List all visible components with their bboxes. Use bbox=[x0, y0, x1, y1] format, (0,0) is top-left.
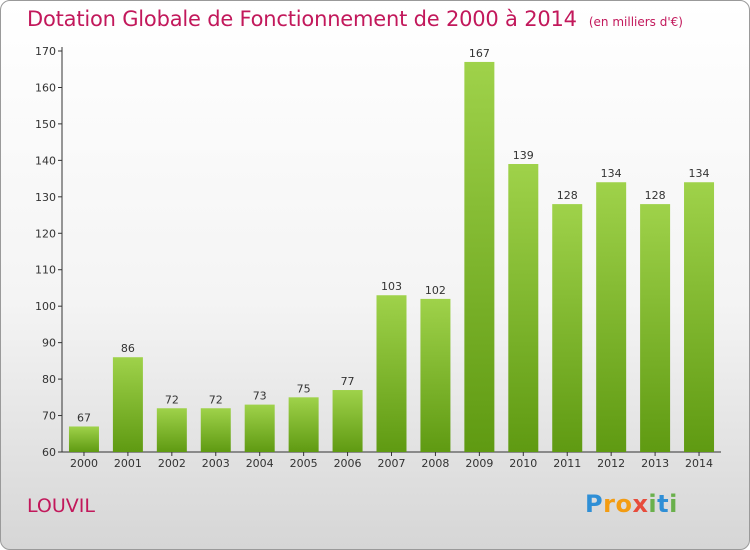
x-tick-label: 2002 bbox=[158, 457, 186, 470]
bar bbox=[200, 408, 231, 452]
y-tick-label: 110 bbox=[35, 264, 56, 277]
x-tick-label: 2005 bbox=[290, 457, 318, 470]
x-tick-label: 2012 bbox=[597, 457, 625, 470]
bar bbox=[156, 408, 187, 452]
bar bbox=[288, 397, 319, 452]
bar-value-label: 67 bbox=[77, 411, 91, 424]
logo-letter: P bbox=[585, 490, 604, 518]
chart-title-block: Dotation Globale de Fonctionnement de 20… bbox=[27, 7, 683, 31]
bar bbox=[464, 61, 495, 452]
chart-bars bbox=[68, 61, 715, 452]
bar-value-label: 75 bbox=[297, 382, 311, 395]
x-tick-label: 2004 bbox=[246, 457, 274, 470]
bar bbox=[552, 204, 583, 452]
y-tick-label: 100 bbox=[35, 300, 56, 313]
bar-value-label: 72 bbox=[165, 393, 179, 406]
x-tick-label: 2010 bbox=[509, 457, 537, 470]
proxiti-logo: Proxiti bbox=[585, 490, 678, 518]
commune-name: LOUVIL bbox=[27, 495, 95, 517]
y-tick-label: 160 bbox=[35, 81, 56, 94]
x-tick-label: 2000 bbox=[70, 457, 98, 470]
logo-letter: i bbox=[648, 490, 658, 518]
chart-axes: 60 70 80 90 100 110 120 130 140 150 160 170 2000 2001… bbox=[35, 45, 721, 470]
bar bbox=[684, 182, 715, 452]
y-tick-label: 70 bbox=[42, 410, 56, 423]
bar bbox=[376, 295, 407, 452]
bar bbox=[112, 357, 143, 452]
bar-value-label: 72 bbox=[209, 393, 223, 406]
x-tick-label: 2013 bbox=[641, 457, 669, 470]
bar-value-label: 134 bbox=[601, 167, 622, 180]
x-tick-label: 2011 bbox=[553, 457, 581, 470]
bar bbox=[596, 182, 627, 452]
x-tick-label: 2003 bbox=[202, 457, 230, 470]
chart-title: Dotation Globale de Fonctionnement de 20… bbox=[27, 7, 577, 31]
x-tick-label: 2006 bbox=[334, 457, 362, 470]
x-tick-label: 2008 bbox=[421, 457, 449, 470]
bar-value-label: 103 bbox=[381, 280, 402, 293]
y-tick-label: 60 bbox=[42, 446, 56, 459]
bar bbox=[508, 164, 539, 452]
bar bbox=[420, 298, 451, 452]
bar-value-label: 128 bbox=[557, 189, 578, 202]
bar-value-label: 73 bbox=[253, 390, 267, 403]
logo-letter: r bbox=[603, 490, 616, 518]
bar bbox=[68, 426, 99, 452]
bar bbox=[244, 404, 275, 452]
y-tick-label: 90 bbox=[42, 337, 56, 350]
logo-letter: t bbox=[657, 490, 670, 518]
logo-letter: o bbox=[615, 490, 633, 518]
bar-value-label: 86 bbox=[121, 342, 135, 355]
bar-value-label: 167 bbox=[469, 47, 490, 60]
x-tick-label: 2009 bbox=[465, 457, 493, 470]
bar-value-label: 128 bbox=[645, 189, 666, 202]
bar-value-label: 139 bbox=[513, 149, 534, 162]
logo-letter: x bbox=[632, 490, 649, 518]
chart-unit: (en milliers d'€) bbox=[588, 15, 683, 29]
y-tick-label: 150 bbox=[35, 118, 56, 131]
y-tick-label: 80 bbox=[42, 373, 56, 386]
bar-value-label: 77 bbox=[341, 375, 355, 388]
y-tick-label: 130 bbox=[35, 191, 56, 204]
x-tick-label: 2001 bbox=[114, 457, 142, 470]
bar bbox=[332, 390, 363, 452]
x-tick-label: 2014 bbox=[685, 457, 713, 470]
y-tick-label: 170 bbox=[35, 45, 56, 58]
chart-data-labels: 67 86 72 72 73 75 77 103 102 167 139 128 134 128 134 bbox=[77, 47, 710, 425]
y-tick-label: 140 bbox=[35, 154, 56, 167]
logo-letter: i bbox=[669, 490, 678, 518]
bar-value-label: 134 bbox=[689, 167, 710, 180]
y-tick-label: 120 bbox=[35, 227, 56, 240]
bar bbox=[640, 204, 671, 452]
bar-value-label: 102 bbox=[425, 284, 446, 297]
x-tick-label: 2007 bbox=[378, 457, 406, 470]
